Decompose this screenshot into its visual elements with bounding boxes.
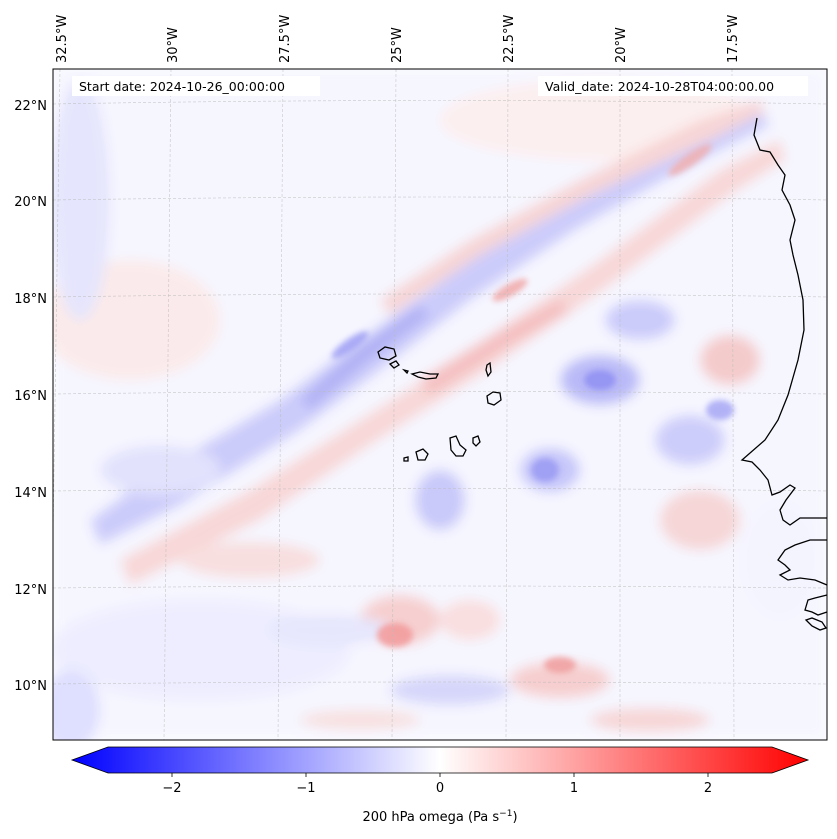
colorbar-tick-label: −1 — [296, 781, 315, 796]
gridlines — [53, 69, 827, 740]
cape-verde-fogo — [415, 448, 429, 461]
omega-field — [53, 69, 827, 740]
cape-verde-brava — [403, 456, 409, 462]
colorbar-body — [70, 746, 810, 774]
colorbar-title-main: 200 hPa omega (Pa s — [362, 810, 499, 825]
lat-label: 16°N — [14, 389, 47, 404]
cape-verde-santiago — [449, 435, 467, 457]
map-panel: Start date: 2024-10-26_00:00:00 Valid_da… — [52, 68, 828, 741]
lon-label: 30°W — [166, 27, 181, 63]
colorbar-title-exponent: −1 — [499, 809, 512, 819]
cape-verde-santa-luzia — [401, 368, 409, 375]
cape-verde-maio — [472, 435, 481, 447]
colorbar-title: 200 hPa omega (Pa s−1) — [362, 809, 517, 825]
map-frame — [52, 68, 828, 741]
lat-label: 14°N — [14, 486, 47, 501]
colorbar-title-close: ) — [512, 810, 517, 825]
lat-label: 22°N — [14, 99, 47, 114]
colorbar-tick-label: 2 — [704, 781, 712, 796]
lon-label: 25°W — [390, 27, 405, 63]
lon-label: 20°W — [614, 27, 629, 63]
start-date-label: Start date: 2024-10-26_00:00:00 — [79, 79, 285, 94]
lon-label: 27.5°W — [278, 15, 293, 63]
lat-label: 10°N — [14, 679, 47, 694]
colorbar-tick-label: 0 — [436, 781, 444, 796]
cape-verde-santo-antao — [377, 346, 397, 361]
latitude-labels: 22°N 20°N 18°N 16°N 14°N 12°N 10°N — [14, 99, 47, 694]
coastlines — [377, 117, 828, 631]
start-date-box — [72, 76, 320, 96]
colorbar-tick-label: 1 — [570, 781, 578, 796]
valid-date-box — [538, 76, 808, 96]
cape-verde-sao-nicolau — [410, 371, 440, 380]
cape-verde-sao-vicente — [388, 360, 400, 369]
colorbar-tick-label: −2 — [162, 781, 181, 796]
cape-verde-boa-vista — [486, 391, 502, 406]
valid-date-label: Valid_date: 2024-10-28T04:00:00.00 — [545, 79, 774, 94]
lon-label: 22.5°W — [502, 15, 517, 63]
lon-label: 32.5°W — [55, 15, 70, 63]
lat-label: 12°N — [14, 583, 47, 598]
colorbar: −2 −1 0 1 2 200 hPa omega (Pa s−1) — [70, 746, 810, 825]
lon-label: 17.5°W — [726, 15, 741, 63]
lat-label: 18°N — [14, 292, 47, 307]
lat-label: 20°N — [14, 195, 47, 210]
longitude-labels: 32.5°W 30°W 27.5°W 25°W 22.5°W 20°W 17.5… — [55, 15, 741, 63]
africa-coastline — [740, 117, 828, 631]
colorbar-ticks — [171, 773, 709, 777]
cape-verde-sal — [485, 361, 492, 378]
